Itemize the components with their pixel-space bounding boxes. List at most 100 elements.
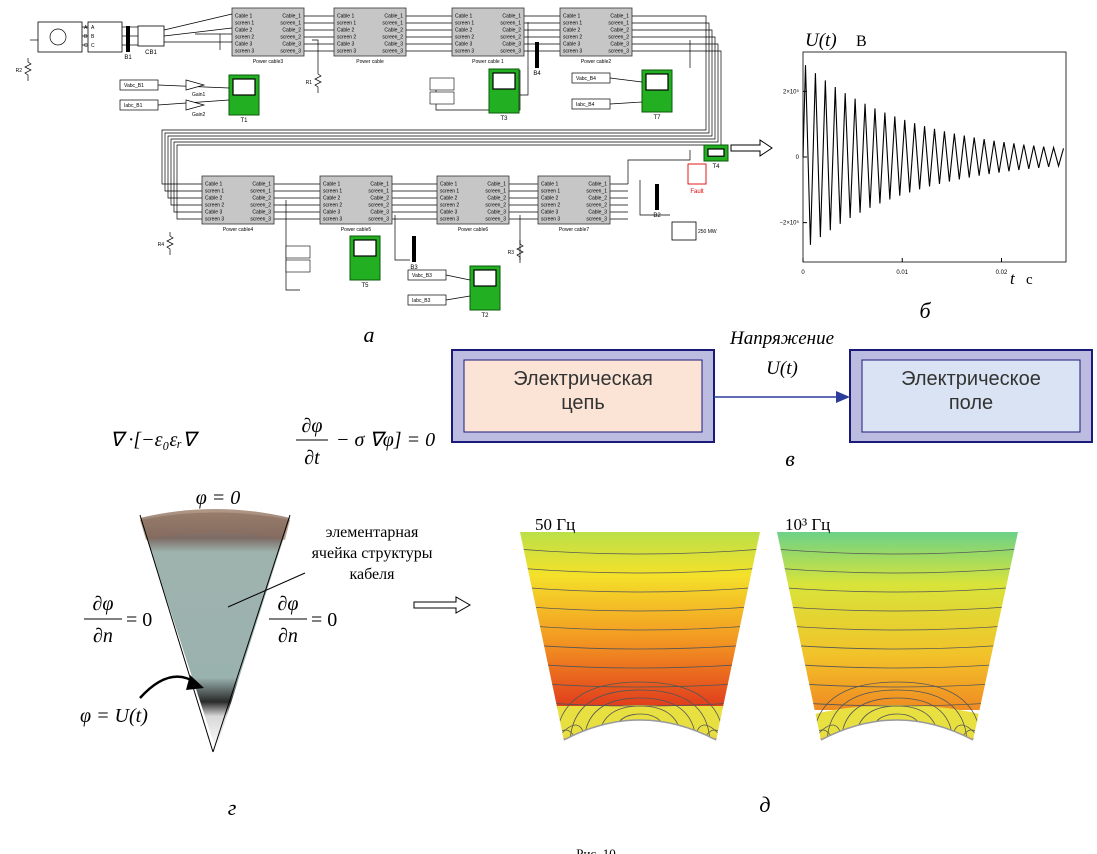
x-unit: с — [1026, 272, 1033, 288]
port-label: Cable 1 — [337, 14, 354, 20]
port-label: Cable_3 — [588, 210, 607, 216]
wire — [650, 150, 690, 160]
bc-label: ∂φ — [278, 593, 299, 615]
panel-label: в — [785, 446, 795, 471]
port-label: Cable 2 — [455, 28, 472, 34]
field-plot — [767, 530, 1027, 785]
port-label: Cable 1 — [563, 14, 580, 20]
block-label: Power cable5 — [341, 227, 372, 233]
phase-label: C — [84, 43, 88, 49]
port-label: Cable 3 — [235, 42, 252, 48]
port-label: Cable 2 — [235, 28, 252, 34]
load — [672, 222, 696, 240]
port-label: Cable_1 — [252, 182, 271, 188]
port-label: Cable 1 — [323, 182, 340, 188]
port-label: Cable 2 — [563, 28, 580, 34]
gain — [186, 80, 204, 90]
caption: Рис. 10 — [576, 846, 615, 854]
signal-label: Vabc_B4 — [576, 76, 596, 82]
port-label: screen_2 — [382, 35, 403, 41]
port-label: screen_1 — [250, 189, 271, 195]
block-label: Power cable6 — [458, 227, 489, 233]
port-label: screen 2 — [205, 203, 224, 209]
measure-block — [430, 92, 454, 104]
port-label: screen 3 — [337, 49, 356, 55]
equation: ∂φ — [302, 415, 323, 437]
port-label: screen_3 — [382, 49, 403, 55]
phase-label: B — [84, 34, 88, 40]
wire — [446, 275, 470, 280]
contour — [626, 722, 654, 745]
port-label: screen 3 — [235, 49, 254, 55]
port-label: screen_1 — [608, 21, 629, 27]
fault — [688, 164, 706, 184]
port-label: Cable 3 — [337, 42, 354, 48]
wire — [286, 200, 300, 290]
port-label: screen_3 — [500, 49, 521, 55]
resistor — [25, 58, 31, 81]
wire — [164, 28, 232, 36]
port-label: screen_1 — [382, 21, 403, 27]
port-label: Cable 2 — [205, 196, 222, 202]
x-tick-label: 0.01 — [896, 270, 908, 276]
chart-title: U(t) — [805, 30, 837, 51]
contour — [883, 722, 911, 745]
bus-bar — [535, 42, 539, 68]
block-label: R1 — [306, 80, 313, 86]
port-label: Cable 2 — [337, 28, 354, 34]
port-label: screen 1 — [235, 21, 254, 27]
chart: −2×10⁵02×10⁵00.010.02U(t)Вtс — [779, 30, 1066, 288]
port-label: Cable 3 — [541, 210, 558, 216]
port-label: Cable_3 — [370, 210, 389, 216]
port-label: screen_1 — [500, 21, 521, 27]
port-label: screen 1 — [323, 189, 342, 195]
block-label: Power cable7 — [559, 227, 590, 233]
port-label: Cable_2 — [487, 196, 506, 202]
port-label: screen_2 — [608, 35, 629, 41]
panel-label: б — [919, 298, 931, 323]
scope-screen — [474, 270, 496, 286]
y-tick-label: −2×10⁵ — [779, 220, 799, 227]
scope-screen — [493, 73, 515, 89]
port-label: Cable 1 — [205, 182, 222, 188]
port-label: screen 1 — [337, 21, 356, 27]
block-label: Power cable 1 — [472, 59, 504, 65]
note: кабеля — [349, 566, 395, 583]
cable-cell — [140, 509, 290, 750]
block-label: T5 — [361, 283, 369, 289]
port-label: Cable 3 — [205, 210, 222, 216]
port-label: Cable 2 — [323, 196, 340, 202]
port-label: Cable_2 — [588, 196, 607, 202]
port-label: Cable_3 — [487, 210, 506, 216]
wire — [164, 14, 232, 30]
port-label: Cable 3 — [455, 42, 472, 48]
measure-block — [286, 260, 310, 272]
block-label: Power cable3 — [253, 59, 284, 65]
wire — [312, 40, 318, 70]
port-label: Cable_1 — [588, 182, 607, 188]
port-label: screen_1 — [280, 21, 301, 27]
port-label: Cable 1 — [541, 182, 558, 188]
port-label: screen 2 — [337, 35, 356, 41]
block-label: Power cable — [356, 59, 384, 65]
port-label: screen 3 — [205, 217, 224, 223]
port-label: screen 1 — [455, 21, 474, 27]
block-label: R4 — [158, 242, 165, 248]
panels: Электрическаяцепь Электрическоеполе Напр… — [80, 140, 1092, 854]
port-label: Cable_1 — [502, 14, 521, 20]
source — [38, 22, 82, 52]
bc-label: ∂n — [93, 625, 113, 647]
bus-bar — [412, 236, 416, 262]
port-label: screen_2 — [368, 203, 389, 209]
block-label: R2 — [16, 68, 23, 74]
arrow-label: Напряжение — [729, 328, 834, 349]
note: элементарная — [326, 524, 419, 541]
port-label: Cable 3 — [440, 210, 457, 216]
port-label: Cable 3 — [563, 42, 580, 48]
signal-label: Iabc_B1 — [124, 103, 143, 109]
port-label: Cable_2 — [282, 28, 301, 34]
port-label: Cable_3 — [252, 210, 271, 216]
x-label: t — [1010, 269, 1016, 288]
port-label: screen_2 — [485, 203, 506, 209]
port-label: screen_2 — [250, 203, 271, 209]
